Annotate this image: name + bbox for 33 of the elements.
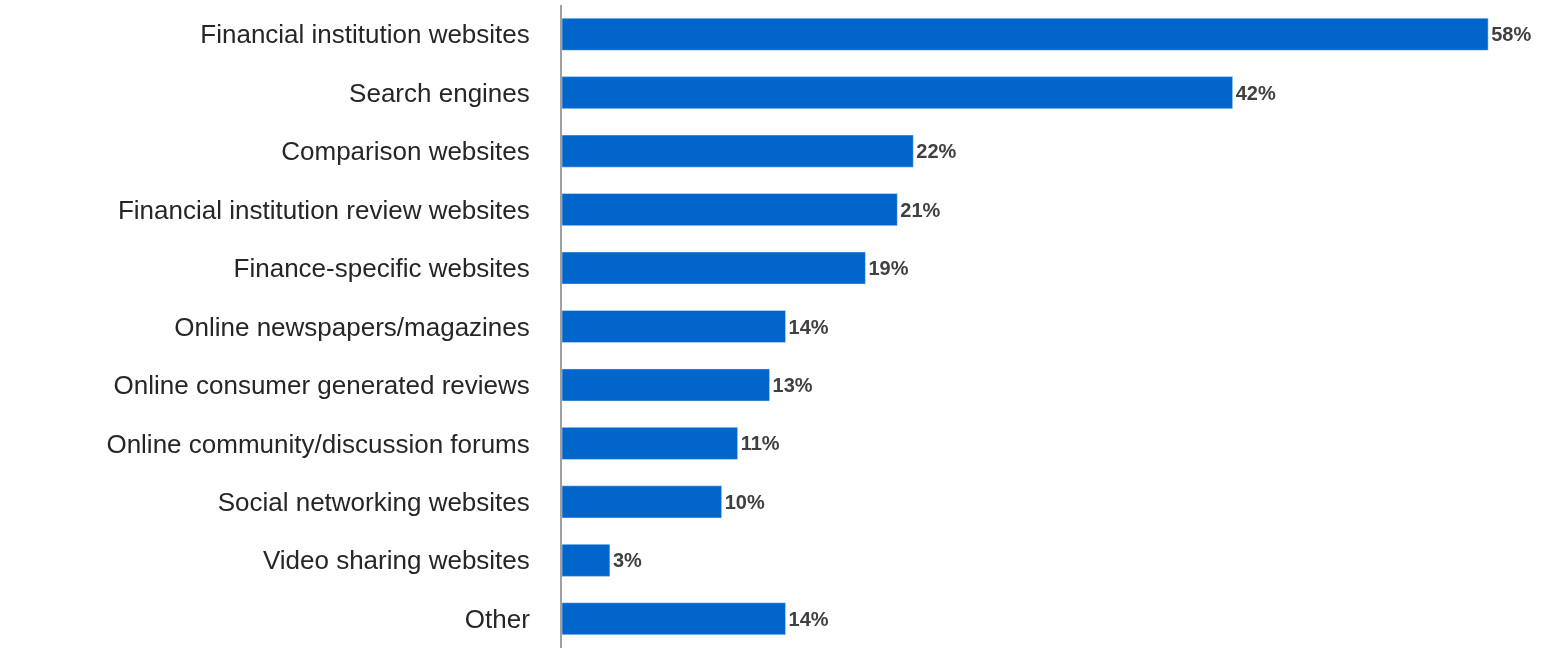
y-tick-label: Online community/discussion forums (106, 428, 530, 459)
data-label: 21% (900, 198, 941, 221)
bar (562, 485, 722, 519)
y-tick-label: Online newspapers/magazines (174, 311, 530, 342)
data-label: 11% (740, 432, 780, 455)
y-tick-label: Video sharing websites (262, 545, 530, 576)
y-tick-label: Search engines (349, 77, 530, 108)
data-label: 42% (1235, 81, 1276, 104)
data-label: 13% (772, 373, 813, 396)
y-tick-label: Other (464, 603, 531, 634)
data-label: 22% (916, 140, 957, 163)
y-tick-label: Financial institution review websites (117, 194, 530, 225)
data-label: 19% (868, 257, 909, 280)
bar (562, 310, 786, 343)
bar (562, 17, 1489, 51)
data-label: 58% (1491, 23, 1532, 46)
bar (562, 193, 898, 226)
y-tick-label: Financial institution websites (200, 19, 530, 50)
bar (562, 251, 866, 285)
bar (562, 427, 738, 460)
bar (562, 76, 1233, 110)
bar (562, 134, 914, 168)
data-label: 3% (612, 549, 643, 572)
y-tick-label: Comparison websites (281, 136, 530, 167)
data-label: 14% (788, 315, 829, 338)
data-label: 14% (788, 607, 829, 630)
y-tick-label: Finance-specific websites (233, 253, 530, 284)
data-label: 10% (724, 490, 765, 513)
y-tick-label: Social networking websites (217, 486, 530, 517)
bar (562, 602, 786, 636)
y-tick-label: Online consumer generated reviews (113, 370, 530, 401)
bar (562, 368, 770, 402)
bar (562, 543, 611, 577)
